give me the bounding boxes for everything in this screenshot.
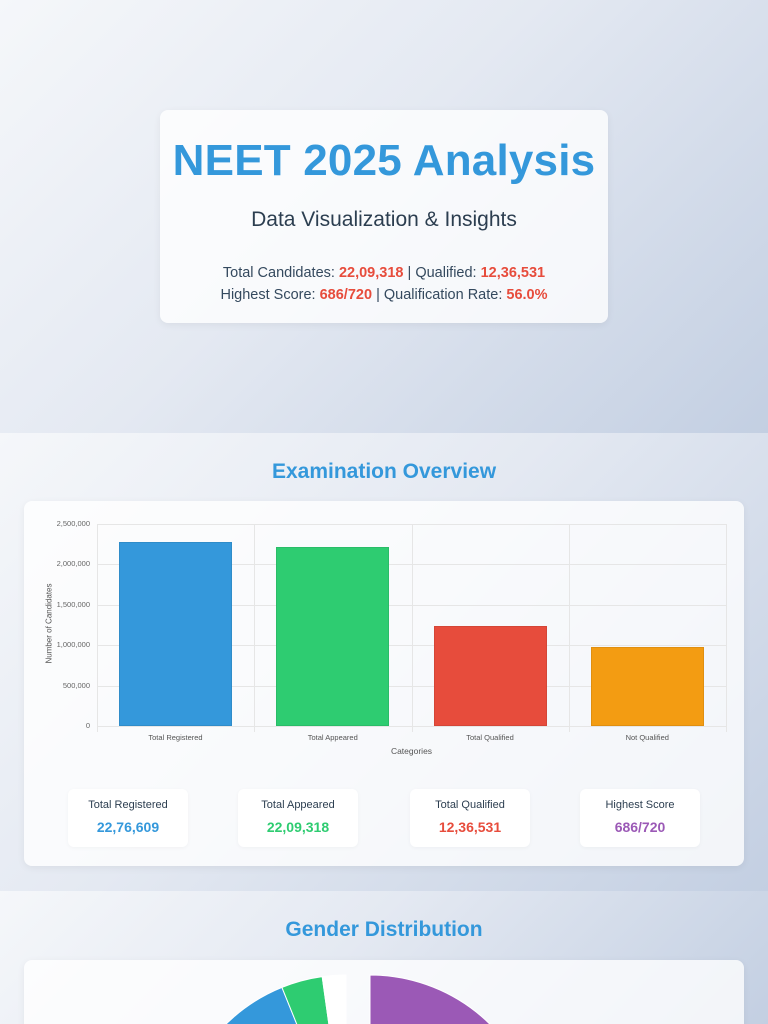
stat-value: 22,09,318: [266, 819, 330, 835]
page-subtitle: Data Visualization & Insights: [251, 208, 517, 231]
gender-panel: [24, 960, 744, 1024]
stat-card-highest-score: Highest Score 686/720: [580, 789, 700, 847]
stat-value: 12,36,531: [438, 819, 502, 835]
hero-section: NEET 2025 Analysis Data Visualization & …: [0, 0, 768, 433]
y-tick-label: 1,500,000: [56, 599, 90, 609]
page-title: NEET 2025 Analysis: [172, 136, 596, 185]
total-candidates-value: 22,09,318: [338, 265, 404, 281]
bar-chart[interactable]: Number of Candidates 0 500,000 1,000,000 1,…: [24, 501, 744, 771]
stat-card-total-registered: Total Registered 22,76,609: [68, 789, 188, 847]
pie-chart[interactable]: [24, 960, 744, 1024]
highest-score-value: 686/720: [319, 287, 373, 303]
section-title: Gender Distribution: [285, 918, 483, 941]
y-axis-label: Number of Candidates: [44, 583, 54, 664]
qualified-label: Qualified:: [415, 265, 477, 281]
stat-card-total-qualified: Total Qualified 12,36,531: [410, 789, 530, 847]
grid-line: [726, 524, 727, 732]
examination-overview-section: Examination Overview Number of Candidate…: [0, 433, 768, 891]
bar-total-appeared[interactable]: [276, 547, 390, 726]
separator: |: [407, 265, 412, 281]
hero-stats-line-1: Total Candidates: 22,09,318 | Qualified:…: [160, 262, 608, 284]
grid-line: [568, 524, 570, 732]
y-tick-label: 2,500,000: [56, 519, 90, 528]
stat-cards: Total Registered 22,76,609 Total Appeare…: [24, 789, 744, 849]
stat-label: Total Appeared: [261, 799, 335, 811]
grid-line: [254, 524, 256, 732]
highest-score-label: Highest Score:: [220, 287, 316, 303]
y-tick-label: 1,000,000: [56, 640, 90, 650]
overview-panel: Number of Candidates 0 500,000 1,000,000 1,…: [24, 501, 744, 866]
qualification-rate-label: Qualification Rate:: [383, 287, 503, 303]
hero-stats-line-2: Highest Score: 686/720 | Qualification R…: [160, 284, 608, 306]
y-tick-label: 0: [85, 721, 90, 730]
y-tick-label: 500,000: [62, 680, 90, 690]
total-candidates-label: Total Candidates:: [222, 265, 335, 281]
stat-label: Highest Score: [605, 799, 675, 811]
x-tick-label: Not Qualified: [625, 733, 669, 742]
hero-card: NEET 2025 Analysis Data Visualization & …: [160, 110, 608, 323]
x-tick-label: Total Registered: [148, 733, 203, 742]
pie-gap[interactable]: [321, 974, 347, 1024]
section-title: Examination Overview: [271, 460, 497, 483]
hero-stats: Total Candidates: 22,09,318 | Qualified:…: [160, 262, 608, 306]
gender-distribution-section: Gender Distribution: [0, 891, 768, 1024]
stat-label: Total Registered: [88, 799, 168, 811]
x-tick-label: Total Appeared: [307, 733, 358, 742]
bar-total-registered[interactable]: [119, 542, 233, 726]
x-tick-label: Total Qualified: [466, 733, 514, 742]
stat-card-total-appeared: Total Appeared 22,09,318: [238, 789, 358, 847]
grid-line: [97, 524, 98, 732]
x-axis-label: Categories: [390, 746, 433, 756]
bar-not-qualified[interactable]: [590, 647, 704, 726]
stat-label: Total Qualified: [435, 799, 505, 811]
y-tick-label: 2,000,000: [56, 559, 90, 569]
qualified-value: 12,36,531: [480, 265, 546, 281]
qualification-rate-value: 56.0%: [506, 287, 548, 303]
grid-line: [411, 524, 413, 732]
pie-slice-purple[interactable]: [369, 974, 541, 1024]
bar-total-qualified[interactable]: [433, 626, 547, 726]
separator: |: [376, 287, 380, 303]
stat-value: 686/720: [614, 819, 666, 835]
pie-slice-blue[interactable]: [175, 986, 346, 1024]
stat-value: 22,76,609: [96, 819, 160, 835]
